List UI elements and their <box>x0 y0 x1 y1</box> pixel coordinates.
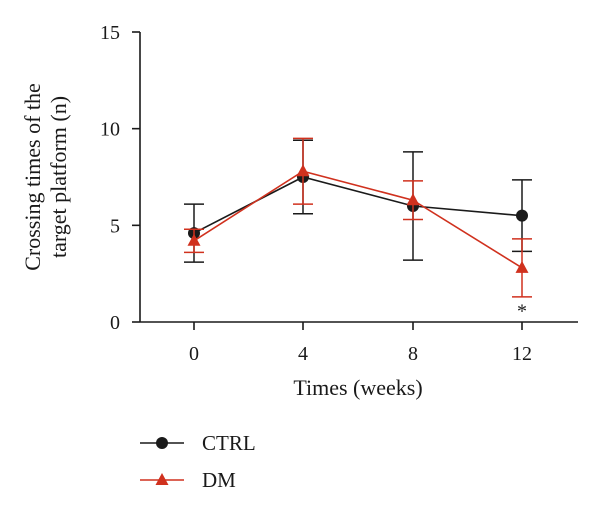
legend-item-dm: DM <box>140 468 236 492</box>
series-ctrl <box>184 139 532 263</box>
legend-swatch-dm-marker <box>155 473 169 485</box>
data-point-dm <box>187 233 201 246</box>
y-axis-label-line-1: Crossing times of the <box>20 83 45 271</box>
annotations: * <box>517 300 527 322</box>
x-tick-label: 12 <box>512 343 532 365</box>
data-point-dm <box>515 260 529 273</box>
x-ticks: 0 4 8 12 <box>189 322 532 365</box>
y-tick-label: 5 <box>110 215 120 237</box>
series-dm <box>184 137 532 298</box>
y-axis-label: Crossing times of the target platform (n… <box>20 83 71 271</box>
axes <box>139 32 578 323</box>
legend-item-ctrl: CTRL <box>140 431 256 455</box>
significance-asterisk: * <box>517 300 527 322</box>
legend-label-ctrl: CTRL <box>202 431 256 455</box>
x-axis-label: Times (weeks) <box>293 375 422 400</box>
legend-label-dm: DM <box>202 468 236 492</box>
y-tick-label: 10 <box>100 119 120 141</box>
x-tick-label: 0 <box>189 343 199 365</box>
legend: CTRL DM <box>140 431 256 492</box>
x-tick-label: 4 <box>298 343 308 365</box>
series-line-dm <box>193 170 523 269</box>
series-line-ctrl <box>193 176 523 234</box>
y-tick-label: 15 <box>100 22 120 44</box>
legend-swatch-ctrl-marker <box>156 437 168 449</box>
y-tick-label: 0 <box>110 312 120 334</box>
data-point-ctrl <box>516 209 528 222</box>
y-ticks: 0 5 10 15 <box>100 22 140 334</box>
data-point-dm <box>296 164 310 177</box>
y-axis-label-line-2: target platform (n) <box>46 96 71 258</box>
plot-area <box>184 137 532 298</box>
data-point-dm <box>406 193 420 206</box>
x-tick-label: 8 <box>408 343 418 365</box>
